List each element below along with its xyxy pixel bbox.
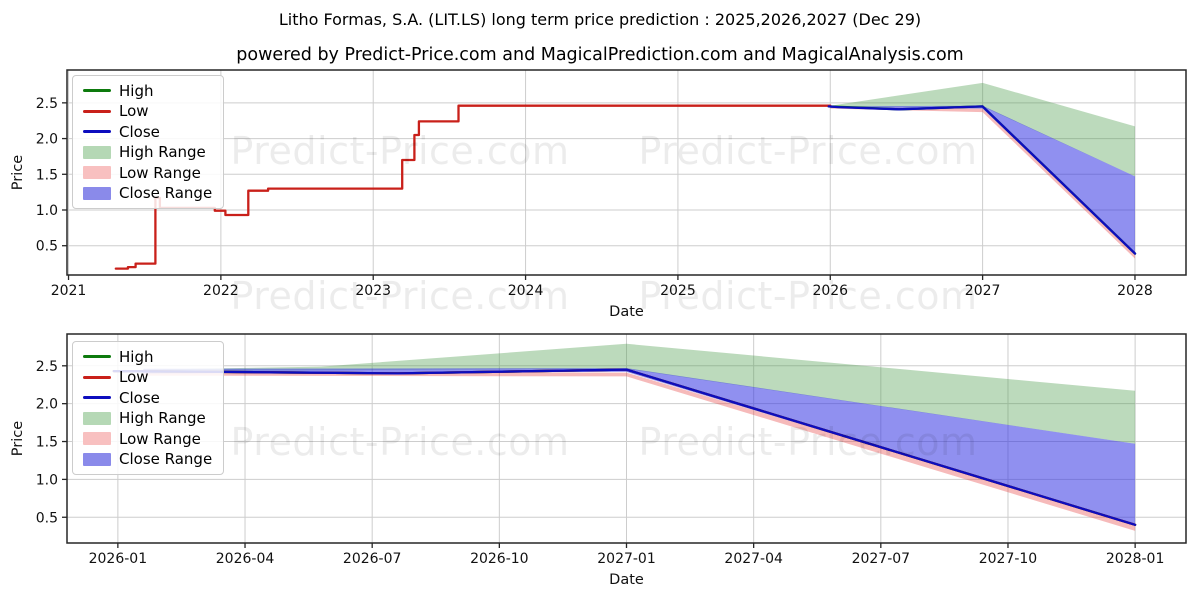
- x-tick-label: 2026-10: [470, 551, 529, 567]
- legend-item-low-range: Low Range: [83, 163, 212, 182]
- band-close-range: [143, 368, 1136, 525]
- x-axis-label: Date: [609, 304, 644, 320]
- legend-label: High: [119, 81, 154, 100]
- legend-label: Close: [119, 122, 160, 141]
- series-close-line: [827, 105, 1137, 255]
- legend-swatch-patch: [83, 452, 111, 466]
- x-tick-label: 2027-07: [852, 551, 911, 567]
- legend-swatch-line: [83, 89, 111, 92]
- legend-top-chart: High Low Close High Range Low Range Close Ran…: [72, 75, 225, 209]
- chart-title: Litho Formas, S.A. (LIT.LS) long term pr…: [278, 10, 922, 29]
- x-tick-label: 2022: [203, 283, 239, 299]
- x-tick-label: 2021: [51, 283, 87, 299]
- legend-item-high: High: [83, 81, 212, 100]
- legend-label: Close Range: [119, 450, 213, 468]
- band-close-range: [830, 105, 1135, 254]
- x-axis-label: Date: [609, 572, 644, 588]
- legend-item-high: High: [83, 347, 212, 366]
- y-tick-label: 1.0: [36, 472, 58, 488]
- y-tick-label: 2.0: [36, 132, 58, 148]
- legend-bottom-chart: High Low Close High Range Low Range Close Ran…: [72, 341, 225, 475]
- x-tick-label: 2028: [1117, 283, 1153, 299]
- y-axis-label: Price: [10, 155, 26, 190]
- y-tick-label: 1.0: [36, 203, 58, 219]
- legend-label: Low: [119, 368, 149, 386]
- x-tick-label: 2026-07: [343, 551, 402, 567]
- legend-item-close-range: Close Range: [83, 450, 213, 468]
- x-tick-label: 2024: [508, 283, 544, 299]
- legend-swatch-patch: [83, 411, 111, 425]
- y-tick-label: 0.5: [36, 239, 58, 255]
- chart-top: 2021 2022 2023 2024 2025 2026 2027 2028 0.5 1.0 1.…: [10, 69, 1187, 320]
- legend-item-high-range: High Range: [83, 409, 212, 427]
- legend-label: High Range: [119, 143, 206, 161]
- x-tick-label: 2027-01: [597, 551, 656, 567]
- legend-label: Low Range: [119, 163, 201, 182]
- y-tick-label: 1.5: [36, 435, 58, 451]
- y-tick-label: 2.0: [36, 397, 58, 413]
- legend-label: Low: [119, 102, 149, 120]
- x-tick-label: 2023: [355, 283, 391, 299]
- series-low-line: [114, 104, 832, 270]
- y-tick-label: 2.5: [36, 96, 58, 112]
- x-tick-label: 2028-01: [1106, 551, 1165, 567]
- legend-item-low: Low: [83, 368, 212, 386]
- plot-frame: [66, 69, 1187, 276]
- legend-item-low-range: Low Range: [83, 429, 212, 448]
- legend-label: Low Range: [119, 429, 201, 448]
- legend-item-close: Close: [83, 122, 212, 141]
- legend-swatch-line: [83, 396, 111, 399]
- legend-swatch-patch: [83, 432, 111, 445]
- legend-swatch-line: [83, 130, 111, 133]
- legend-label: High: [119, 347, 154, 366]
- legend-swatch-line: [83, 109, 111, 113]
- y-axis-label: Price: [10, 421, 26, 456]
- legend-item-close: Close: [83, 388, 212, 407]
- legend-swatch-line: [83, 375, 111, 379]
- y-tick-label: 0.5: [36, 510, 58, 526]
- x-tick-label: 2025: [660, 283, 696, 299]
- x-tick-label: 2026-04: [216, 551, 275, 567]
- y-tick-label: 2.5: [36, 359, 58, 375]
- legend-item-low: Low: [83, 102, 212, 120]
- x-tick-label: 2027-04: [724, 551, 783, 567]
- legend-swatch-patch: [83, 186, 111, 200]
- legend-swatch-patch: [83, 145, 111, 159]
- legend-item-close-range: Close Range: [83, 184, 213, 202]
- x-tick-label: 2027-10: [979, 551, 1038, 567]
- legend-label: High Range: [119, 409, 206, 427]
- chart-subtitle: powered by Predict-Price.com and Magical…: [236, 45, 964, 65]
- legend-item-high-range: High Range: [83, 143, 212, 161]
- y-tick-label: 1.5: [36, 167, 58, 183]
- x-tick-label: 2026-01: [89, 551, 148, 567]
- x-tick-label: 2027: [965, 283, 1001, 299]
- legend-swatch-line: [83, 355, 111, 358]
- x-tick-label: 2026: [812, 283, 848, 299]
- legend-label: Close Range: [119, 184, 213, 202]
- legend-swatch-patch: [83, 166, 111, 179]
- legend-label: Close: [119, 388, 160, 407]
